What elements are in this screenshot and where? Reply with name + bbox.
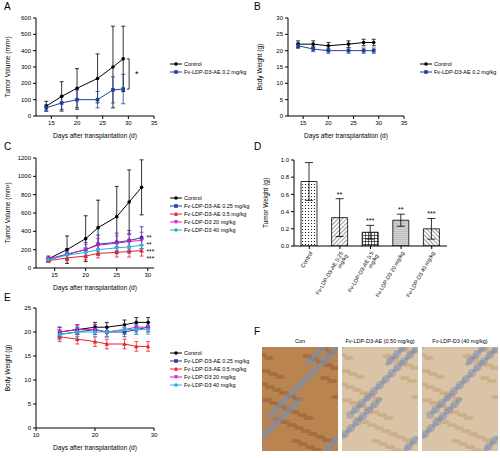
svg-text:0: 0: [28, 265, 32, 271]
html-text:Fv-LDP-D3-AE 0.2 mg/kg: Fv-LDP-D3-AE 0.2 mg/kg: [434, 69, 497, 75]
svg-text:5: 5: [28, 401, 32, 407]
svg-text:1200: 1200: [18, 155, 32, 161]
svg-text:30: 30: [151, 432, 158, 438]
svg-text:Fv-LDP-D3 40 mg/kg: Fv-LDP-D3 40 mg/kg: [405, 250, 436, 298]
svg-text:5: 5: [280, 97, 284, 103]
svg-text:***: ***: [147, 248, 155, 255]
html-text:Control: Control: [184, 61, 202, 67]
svg-text:300: 300: [21, 64, 32, 70]
html-text:Control: Control: [434, 61, 452, 67]
svg-text:25: 25: [24, 305, 31, 311]
svg-text:0.6: 0.6: [281, 192, 290, 198]
svg-text:10: 10: [24, 377, 31, 383]
svg-text:Fv-LDP-D3 20 mg/kg: Fv-LDP-D3 20 mg/kg: [374, 250, 405, 298]
svg-text:0: 0: [28, 425, 32, 431]
svg-text:10: 10: [33, 432, 40, 438]
svg-text:Days after transplantation (d): Days after transplantation (d): [304, 132, 388, 140]
html-text:Fv-LDP-D3-AE 0.2 mg/kg: Fv-LDP-D3-AE 0.2 mg/kg: [184, 69, 247, 75]
svg-text:200: 200: [21, 247, 32, 253]
html-text:Fv-LDP-D3-AE 0.25 mg/kg: Fv-LDP-D3-AE 0.25 mg/kg: [184, 358, 250, 364]
svg-text:600: 600: [21, 15, 32, 21]
svg-text:20: 20: [325, 120, 332, 126]
html-text:Control: Control: [184, 195, 202, 201]
svg-text:35: 35: [401, 120, 408, 126]
svg-text:Fv-LDP-D3-AE 0.5mg/kg: Fv-LDP-D3-AE 0.5mg/kg: [347, 250, 380, 295]
html-text:Fv-LDP-D3-AE 0.5 mg/kg: Fv-LDP-D3-AE 0.5 mg/kg: [184, 366, 247, 372]
html-text:Fv-LDP-D3-AE 0.5 mg/kg: Fv-LDP-D3-AE 0.5 mg/kg: [184, 211, 247, 217]
html-text:Fv-LDP-D3-AE 0.25 mg/kg: Fv-LDP-D3-AE 0.25 mg/kg: [184, 203, 250, 209]
svg-text:Body Weight (g): Body Weight (g): [8, 345, 12, 391]
svg-text:**: **: [147, 241, 153, 248]
html-text:F: F: [254, 326, 261, 337]
svg-text:400: 400: [21, 48, 32, 54]
html-text:B: B: [254, 1, 261, 12]
svg-text:600: 600: [21, 210, 32, 216]
svg-text:100: 100: [21, 97, 32, 103]
svg-text:15: 15: [48, 120, 55, 126]
html-text:Fv-LDP-D3 40 mg/kg: Fv-LDP-D3 40 mg/kg: [184, 227, 236, 233]
html-text:C: C: [4, 141, 12, 152]
svg-text:30: 30: [375, 120, 382, 126]
svg-text:30: 30: [125, 120, 132, 126]
svg-text:1000: 1000: [18, 173, 32, 179]
svg-text:0.0: 0.0: [281, 243, 290, 249]
html-text:D: D: [254, 141, 262, 152]
svg-text:10: 10: [276, 80, 283, 86]
svg-text:35: 35: [151, 120, 158, 126]
svg-text:30: 30: [144, 272, 151, 278]
html-text:Con: Con: [295, 338, 305, 344]
svg-text:0.4: 0.4: [281, 209, 290, 215]
svg-text:Days after transplantation (d): Days after transplantation (d): [53, 132, 137, 140]
svg-text:0.2: 0.2: [281, 226, 290, 232]
svg-text:**: **: [147, 234, 153, 241]
svg-text:Tumor Volume (mm³): Tumor Volume (mm³): [8, 36, 12, 97]
svg-text:25: 25: [113, 272, 120, 278]
html-text:Fv-LDP-D3 20 mg/kg: Fv-LDP-D3 20 mg/kg: [184, 374, 236, 380]
svg-text:**: **: [398, 206, 404, 213]
svg-text:0: 0: [28, 113, 32, 119]
svg-text:Fv-LDP-D3-AE 0.25mg/kg: Fv-LDP-D3-AE 0.25mg/kg: [314, 250, 348, 298]
svg-text:15: 15: [24, 353, 31, 359]
html-text:Control: Control: [184, 350, 202, 356]
svg-text:**: **: [337, 191, 343, 198]
svg-text:0.8: 0.8: [281, 174, 290, 180]
svg-text:400: 400: [21, 228, 32, 234]
svg-text:20: 20: [92, 432, 99, 438]
svg-text:30: 30: [276, 15, 283, 21]
svg-text:15: 15: [51, 272, 58, 278]
svg-text:20: 20: [82, 272, 89, 278]
svg-text:*: *: [135, 69, 139, 79]
svg-text:Days after transplantation (d): Days after transplantation (d): [53, 284, 137, 292]
svg-text:***: ***: [366, 217, 374, 224]
svg-text:20: 20: [276, 48, 283, 54]
svg-text:***: ***: [427, 210, 435, 217]
html-text:Fv-LDP-D3 40 mg/kg: Fv-LDP-D3 40 mg/kg: [184, 382, 236, 388]
svg-text:25: 25: [276, 31, 283, 37]
html-text:A: A: [4, 1, 11, 12]
html-text:E: E: [4, 292, 11, 303]
svg-text:1.0: 1.0: [281, 157, 290, 163]
svg-text:Control: Control: [299, 250, 313, 268]
svg-text:Tumor Weight (g): Tumor Weight (g): [262, 178, 270, 228]
svg-text:Tumor Volume (mm³): Tumor Volume (mm³): [8, 182, 12, 243]
svg-text:15: 15: [300, 120, 307, 126]
svg-text:20: 20: [24, 329, 31, 335]
svg-text:Days after transplantation (d): Days after transplantation (d): [53, 444, 137, 452]
svg-text:25: 25: [350, 120, 357, 126]
svg-text:500: 500: [21, 31, 32, 37]
html-text:Fv-LDP-D3 20 mg/kg: Fv-LDP-D3 20 mg/kg: [184, 219, 236, 225]
svg-text:15: 15: [276, 64, 283, 70]
svg-text:***: ***: [147, 255, 155, 262]
svg-text:20: 20: [74, 120, 81, 126]
html-text:Fv-LDP-D3 (40 mg/kg): Fv-LDP-D3 (40 mg/kg): [432, 338, 488, 344]
svg-text:800: 800: [21, 192, 32, 198]
svg-text:Body Weight (g): Body Weight (g): [256, 44, 264, 90]
svg-text:25: 25: [99, 120, 106, 126]
html-text:Fv-LDP-D3-AE (0.50 mg/kg): Fv-LDP-D3-AE (0.50 mg/kg): [345, 338, 415, 344]
svg-text:200: 200: [21, 80, 32, 86]
svg-text:0: 0: [280, 113, 284, 119]
